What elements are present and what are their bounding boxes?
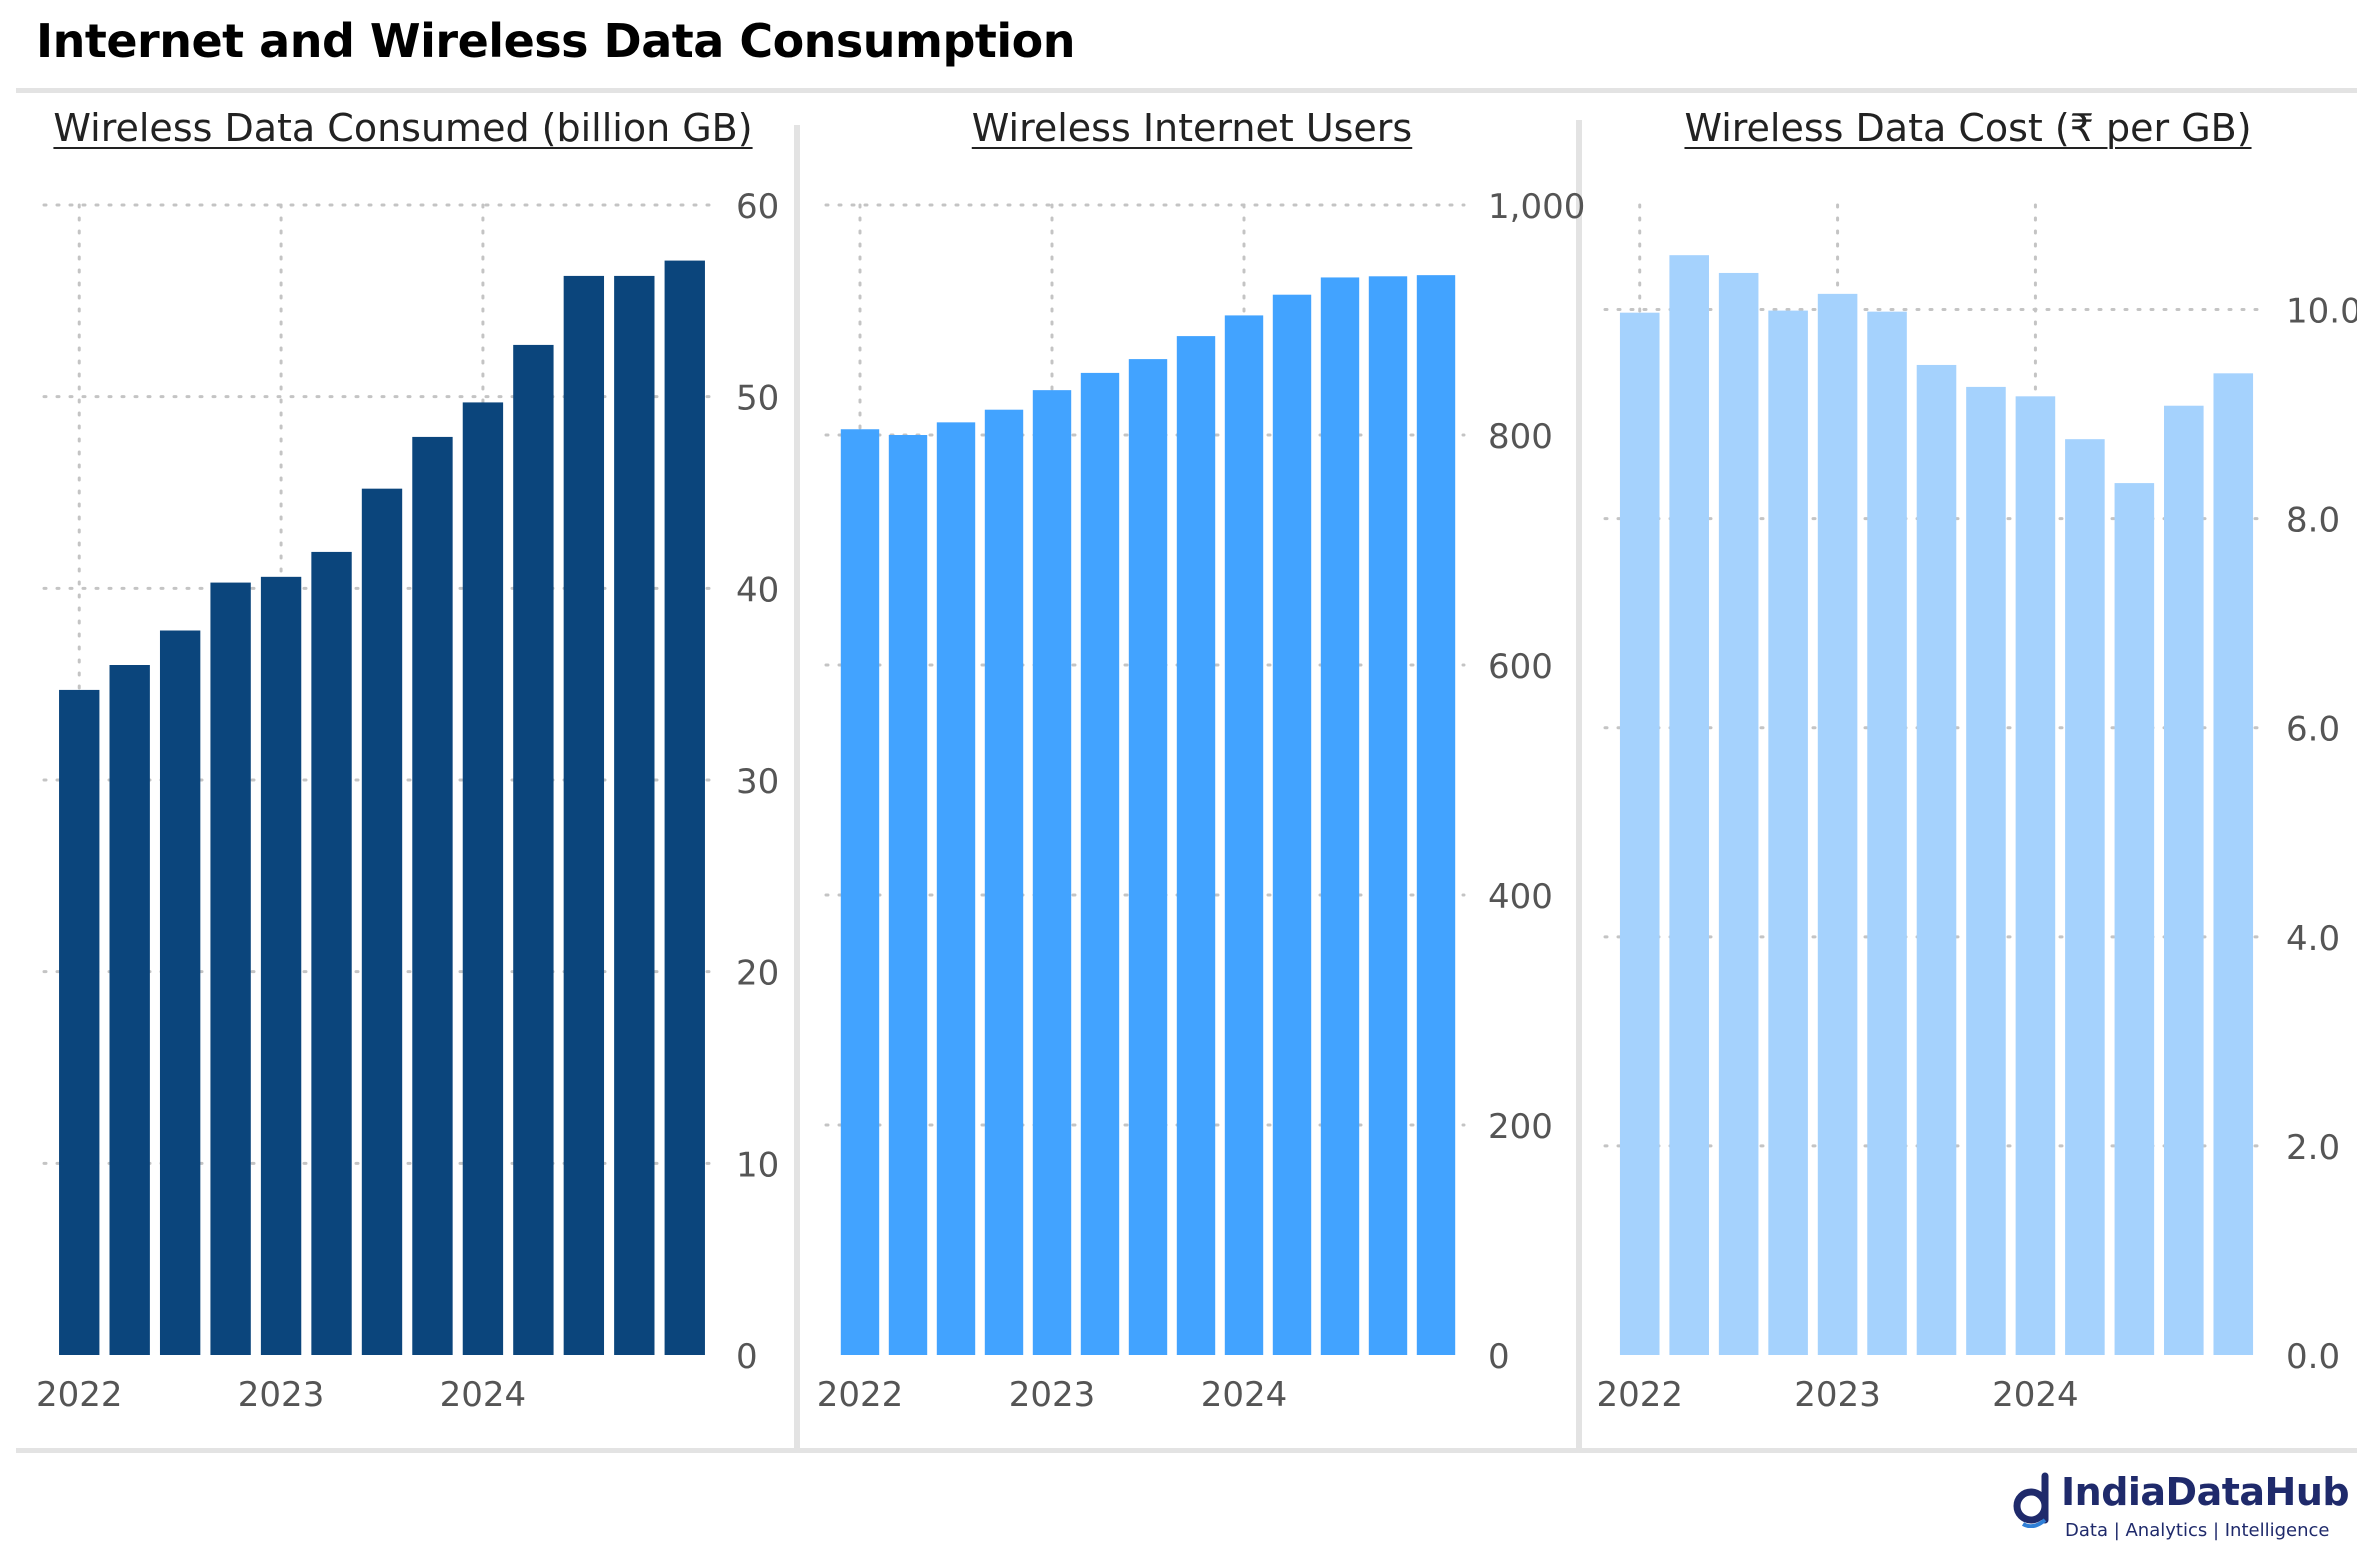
x-tick-label: 2022: [1596, 1375, 1683, 1415]
bar: [614, 275, 655, 1356]
brand-mark-icon: [2013, 1472, 2049, 1528]
bar: [361, 488, 403, 1356]
bar: [1619, 312, 1660, 1355]
bar: [109, 665, 150, 1355]
y-tick-label: 10: [736, 1145, 779, 1185]
y-tick-label: 4.0: [2286, 919, 2340, 959]
x-tick-label: 2024: [1201, 1375, 1288, 1415]
bar: [888, 435, 928, 1355]
y-tick-label: 400: [1488, 877, 1553, 917]
y-tick-label: 0: [736, 1337, 758, 1377]
bar: [311, 551, 352, 1355]
y-tick-label: 0: [1488, 1337, 1510, 1377]
page-title: Internet and Wireless Data Consumption: [36, 14, 1076, 68]
bar: [1224, 315, 1264, 1355]
y-tick-label: 2.0: [2286, 1128, 2340, 1168]
y-tick-label: 10.0: [2286, 292, 2357, 332]
bar: [936, 422, 976, 1356]
panel-divider-2: [1576, 120, 1582, 1450]
bar: [984, 409, 1024, 1355]
y-tick-label: 50: [736, 379, 779, 419]
y-tick-label: 800: [1488, 417, 1553, 457]
bar: [2015, 396, 2056, 1355]
bar: [1032, 390, 1072, 1355]
bar: [260, 576, 302, 1355]
x-tick-label: 2024: [1992, 1375, 2079, 1415]
bar: [1718, 272, 1759, 1355]
bar: [1669, 255, 1709, 1355]
x-tick-label: 2024: [440, 1375, 527, 1415]
x-tick-label: 2023: [1794, 1375, 1881, 1415]
bar: [1080, 372, 1120, 1355]
x-tick-label: 2022: [36, 1375, 123, 1415]
bar: [159, 630, 201, 1355]
title-divider: [16, 88, 2357, 93]
bar: [1768, 310, 1808, 1355]
y-tick-label: 600: [1488, 647, 1553, 687]
brand-name: IndiaDataHub: [2061, 1470, 2350, 1514]
bar: [1916, 364, 1957, 1355]
bar: [1128, 359, 1168, 1356]
y-tick-label: 6.0: [2286, 710, 2340, 750]
y-tick-label: 40: [736, 570, 779, 610]
bar: [412, 436, 453, 1356]
bar: [59, 689, 100, 1355]
bar: [513, 344, 554, 1356]
y-tick-label: 20: [736, 954, 779, 994]
brand-tagline: Data | Analytics | Intelligence: [2065, 1520, 2330, 1541]
bar: [840, 429, 880, 1355]
bar: [462, 402, 504, 1356]
bar: [664, 260, 705, 1355]
bar: [1368, 276, 1408, 1355]
y-tick-label: 60: [736, 187, 779, 227]
y-tick-label: 200: [1488, 1107, 1553, 1147]
bar: [1867, 311, 1907, 1355]
panel-divider-1: [794, 125, 800, 1450]
x-tick-label: 2022: [817, 1375, 904, 1415]
bar: [563, 275, 605, 1356]
panel-title-data-cost: Wireless Data Cost (₹ per GB): [1684, 106, 2252, 150]
bar: [1416, 275, 1456, 1355]
y-tick-label: 30: [736, 762, 779, 802]
bar: [2114, 483, 2155, 1355]
brand-logo: IndiaDataHub Data | Analytics | Intellig…: [2011, 1470, 2350, 1550]
bar: [2213, 373, 2254, 1355]
panel-title-data-consumed: Wireless Data Consumed (billion GB): [53, 106, 753, 150]
bar: [1272, 294, 1312, 1356]
y-tick-label: 8.0: [2286, 501, 2340, 541]
y-tick-label: 1,000: [1488, 187, 1585, 227]
bar: [2065, 439, 2105, 1355]
bar: [1817, 293, 1858, 1355]
bottom-divider: [16, 1448, 2357, 1453]
bar: [1176, 336, 1216, 1356]
y-tick-label: 0.0: [2286, 1337, 2340, 1377]
panel-title-internet-users: Wireless Internet Users: [971, 106, 1413, 150]
bar: [210, 582, 251, 1355]
bar: [1966, 386, 2006, 1356]
bar: [2164, 405, 2204, 1355]
bar: [1320, 277, 1360, 1356]
x-tick-label: 2023: [238, 1375, 325, 1415]
x-tick-label: 2023: [1009, 1375, 1096, 1415]
